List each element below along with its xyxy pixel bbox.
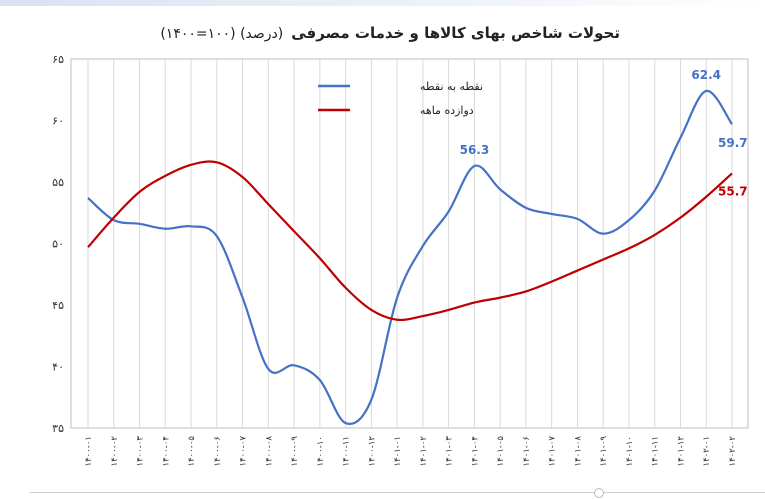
x-tick-label: ۱۴۰۱-۰۱ [393,436,403,466]
chart-title: تحولات شاخص بهای کالاها و خدمات مصرفی (در… [90,24,620,42]
x-tick-label: ۱۴۰۰-۱۰ [316,436,326,466]
data-labels: 56.3 62.4 59.7 55.7 [460,68,748,198]
legend-label: دوازده ماهه [420,104,474,117]
y-tick-label: ۴۰ [52,361,64,374]
x-tick-label: ۱۴۰۲-۰۲ [728,436,738,467]
series-layer [87,89,733,425]
chart-title-main: تحولات شاخص بهای کالاها و خدمات مصرفی [291,24,620,42]
y-tick-label: ۶۵ [52,53,64,66]
y-tick-label: ۵۵ [52,176,64,189]
x-tick-label: ۱۴۰۰-۰۲ [110,436,120,467]
x-tick-label: ۱۴۰۱-۰۸ [573,436,583,467]
x-tick-label: ۱۴۰۱-۱۲ [676,436,686,467]
x-tick-label: ۱۴۰۲-۰۱ [702,436,712,466]
x-tick-label: ۱۴۰۱-۰۷ [548,436,558,467]
scroll-handle[interactable] [594,488,604,498]
data-label: 56.3 [460,143,490,157]
data-label: 59.7 [718,136,748,150]
x-tick-label: ۱۴۰۰-۰۶ [213,436,223,466]
x-tick-label: ۱۴۰۱-۰۴ [470,436,480,466]
x-axis: ۱۴۰۰-۰۱ ۱۴۰۰-۰۲ ۱۴۰۰-۰۳ ۱۴۰۰-۰۴ ۱۴۰۰-۰۵ ۱۴۰۰-… [84,436,738,467]
chart-subtitle: (درصد) (۱۰۰=۱۴۰۰) [160,26,284,42]
x-tick-label: ۱۴۰۰-۰۵ [187,436,197,467]
series-line-2 [87,160,733,322]
x-tick-label: ۱۴۰۱-۱۱ [651,436,661,466]
y-tick-label: ۶۰ [52,115,64,128]
x-tick-label: ۱۴۰۰-۱۲ [367,436,377,467]
plot-area [70,58,749,429]
x-tick-label: ۱۴۰۱-۱۰ [625,436,635,466]
x-tick-label: ۱۴۰۱-۰۹ [599,436,609,467]
data-label: 55.7 [718,184,748,198]
y-tick-label: ۵۰ [52,238,64,251]
grid-lines [87,59,733,428]
bottom-divider [30,492,765,493]
legend-label: نقطه به نقطه [420,80,483,93]
y-tick-label: ۴۵ [52,299,64,312]
x-tick-label: ۱۴۰۱-۰۲ [419,436,429,467]
data-label: 62.4 [691,68,721,82]
x-tick-label: ۱۴۰۱-۰۳ [445,436,455,467]
x-tick-label: ۱۴۰۰-۱۱ [342,436,352,466]
top-header-strip [0,0,765,6]
legend: نقطه به نقطه دوازده ماهه [318,80,483,117]
x-tick-label: ۱۴۰۰-۰۷ [239,436,249,467]
x-tick-label: ۱۴۰۰-۰۸ [264,436,274,467]
series-line-1 [87,89,733,425]
x-tick-label: ۱۴۰۰-۰۱ [84,436,94,466]
y-axis: ۳۵ ۴۰ ۴۵ ۵۰ ۵۵ ۶۰ ۶۵ [52,53,64,435]
x-tick-label: ۱۴۰۰-۰۴ [161,436,171,466]
x-tick-label: ۱۴۰۰-۰۹ [290,436,300,467]
y-tick-label: ۳۵ [52,422,64,435]
x-tick-label: ۱۴۰۱-۰۵ [496,436,506,467]
x-tick-label: ۱۴۰۰-۰۳ [136,436,146,467]
x-tick-label: ۱۴۰۱-۰۶ [522,436,532,466]
